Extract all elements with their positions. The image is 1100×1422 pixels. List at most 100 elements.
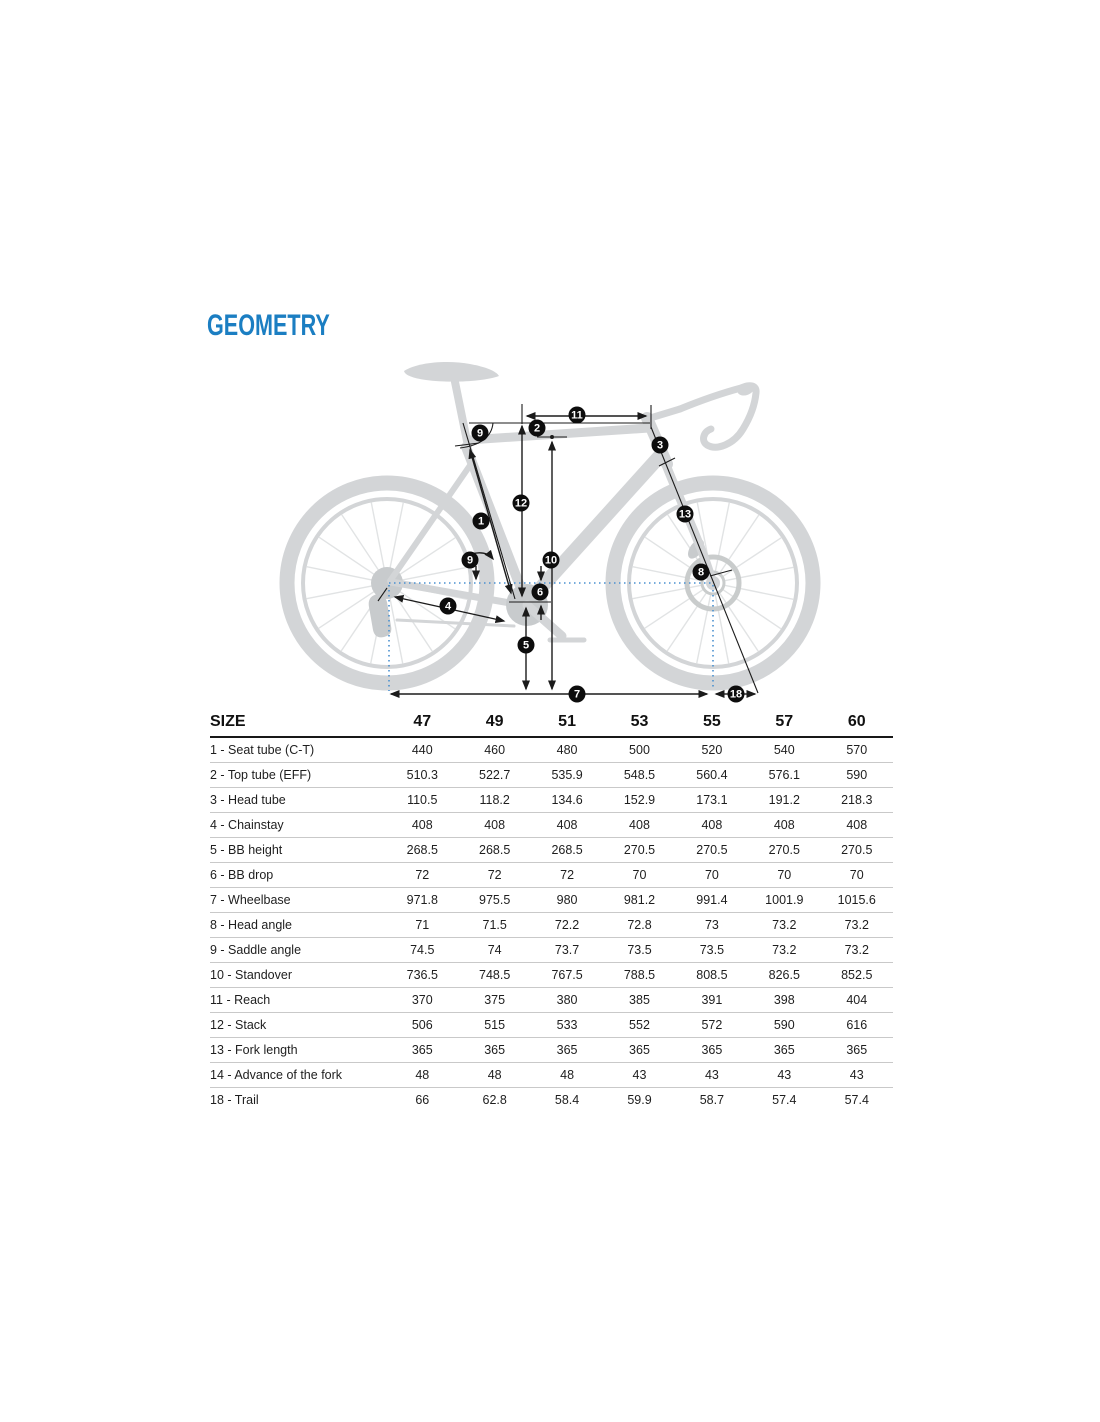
value-cell: 560.4	[696, 767, 728, 782]
value-cell: 552	[629, 1017, 650, 1032]
value-cell: 268.5	[406, 842, 438, 857]
value-cell: 66	[415, 1092, 430, 1107]
value-cell: 71	[415, 917, 430, 932]
value-cell: 576.1	[768, 767, 800, 782]
callout-7-badge	[568, 685, 586, 703]
table-row: 6 - BB drop 72 72 72 70 70 70 70	[210, 862, 893, 887]
callout-11-badge	[568, 406, 586, 424]
value-cell: 385	[629, 992, 650, 1007]
value-cell: 73.2	[844, 942, 869, 957]
value-cell: 408	[484, 817, 506, 832]
row-label-cell: 4 - Chainstay	[210, 817, 284, 832]
callout-12-badge	[512, 494, 530, 512]
value-cell: 590	[846, 767, 868, 782]
value-cell: 736.5	[406, 967, 438, 982]
size-column-header-55: 55	[702, 713, 721, 730]
table-row: 4 - Chainstay 408 408 408 408 408 408 408	[210, 812, 893, 837]
stem-icon	[643, 405, 684, 423]
table-row: 10 - Standover 736.5 748.5 767.5 788.5 808.5 8…	[210, 962, 893, 987]
value-cell: 460	[484, 742, 506, 757]
callout-2-label: 2	[534, 423, 540, 435]
front-wheel-icon	[605, 475, 821, 691]
value-cell: 43	[849, 1067, 864, 1082]
row-label-cell: 8 - Head angle	[210, 917, 293, 932]
callout-5-badge	[517, 636, 535, 654]
value-cell: 365	[629, 1042, 650, 1057]
value-cell: 808.5	[696, 967, 728, 982]
geometry-table: SIZE 47 49 51 53 55 57 60 1 - Seat tube (C-T) 4…	[210, 708, 893, 1112]
value-cell: 268.5	[551, 842, 583, 857]
value-cell: 500	[629, 742, 650, 757]
callout-6-badge	[531, 583, 549, 601]
row-label-cell: 14 - Advance of the fork	[210, 1067, 343, 1082]
value-cell: 548.5	[623, 767, 656, 782]
value-cell: 408	[556, 817, 578, 832]
callout-1-label: 1	[478, 516, 484, 528]
table-row: 2 - Top tube (EFF) 510.3 522.7 535.9 548.5 56…	[210, 762, 893, 787]
value-cell: 72.2	[554, 917, 580, 932]
table-header-row: SIZE 47 49 51 53 55 57 60	[210, 708, 893, 737]
value-cell: 57.4	[772, 1092, 797, 1107]
value-cell: 173.1	[696, 792, 728, 807]
rear-wheel-icon	[279, 475, 495, 691]
value-cell: 520	[701, 742, 723, 757]
callout-5-label: 5	[523, 640, 529, 652]
page-title: GEOMETRY	[207, 309, 330, 342]
size-column-header-60: 60	[847, 713, 866, 730]
callout-9-badge	[471, 424, 489, 442]
seatpost-icon	[451, 378, 472, 450]
value-cell: 365	[484, 1042, 506, 1057]
value-cell: 57.4	[844, 1092, 869, 1107]
size-header-cell: SIZE	[210, 713, 246, 730]
value-cell: 572	[701, 1017, 723, 1032]
row-label-cell: 18 - Trail	[210, 1092, 259, 1107]
table-row: 7 - Wheelbase 971.8 975.5 980 981.2 991.4 1001…	[210, 887, 893, 912]
value-cell: 408	[701, 817, 723, 832]
value-cell: 268.5	[479, 842, 511, 857]
value-cell: 73.2	[772, 917, 797, 932]
value-cell: 616	[846, 1017, 868, 1032]
value-cell: 152.9	[623, 792, 656, 807]
value-cell: 43	[704, 1067, 719, 1082]
callout-11-label: 11	[571, 410, 583, 422]
value-cell: 1001.9	[765, 892, 804, 907]
callout-13-badge	[676, 505, 694, 523]
value-cell: 971.8	[406, 892, 438, 907]
value-cell: 73.5	[699, 942, 725, 957]
value-cell: 365	[556, 1042, 578, 1057]
front-rotor-icon	[684, 554, 742, 612]
row-label-cell: 11 - Reach	[210, 992, 271, 1007]
size-column-header-51: 51	[558, 713, 576, 730]
value-cell: 58.7	[699, 1092, 725, 1107]
value-cell: 62.8	[482, 1092, 507, 1107]
value-cell: 404	[846, 992, 868, 1007]
value-cell: 1015.6	[837, 892, 876, 907]
value-cell: 398	[773, 992, 795, 1007]
value-cell: 515	[484, 1017, 506, 1032]
value-cell: 118.2	[479, 792, 510, 807]
callout-1-badge	[472, 512, 490, 530]
row-label-cell: 10 - Standover	[210, 967, 292, 982]
table-row: 18 - Trail 66 62.8 58.4 59.9 58.7 57.4 57.4	[210, 1087, 893, 1112]
value-cell: 365	[773, 1042, 795, 1057]
value-cell: 74.5	[410, 942, 435, 957]
value-cell: 72	[560, 867, 575, 882]
value-cell: 70	[849, 867, 864, 882]
value-cell: 533	[556, 1017, 578, 1032]
value-cell: 365	[701, 1042, 723, 1057]
value-cell: 440	[411, 742, 433, 757]
row-label-cell: 13 - Fork length	[210, 1042, 298, 1057]
value-cell: 110.5	[407, 792, 438, 807]
value-cell: 980	[556, 892, 578, 907]
table-row: 3 - Head tube 110.5 118.2 134.6 152.9 173.1 19…	[210, 787, 893, 812]
value-cell: 408	[846, 817, 868, 832]
value-cell: 72	[487, 867, 502, 882]
size-column-header-53: 53	[630, 713, 649, 730]
callout-8-label: 8	[698, 567, 704, 579]
row-label-cell: 9 - Saddle angle	[210, 942, 302, 957]
value-cell: 408	[411, 817, 433, 832]
size-column-header-49: 49	[485, 713, 504, 730]
callout-3-label: 3	[657, 440, 663, 452]
table-row: 13 - Fork length 365 365 365 365 365 365 365	[210, 1037, 893, 1062]
